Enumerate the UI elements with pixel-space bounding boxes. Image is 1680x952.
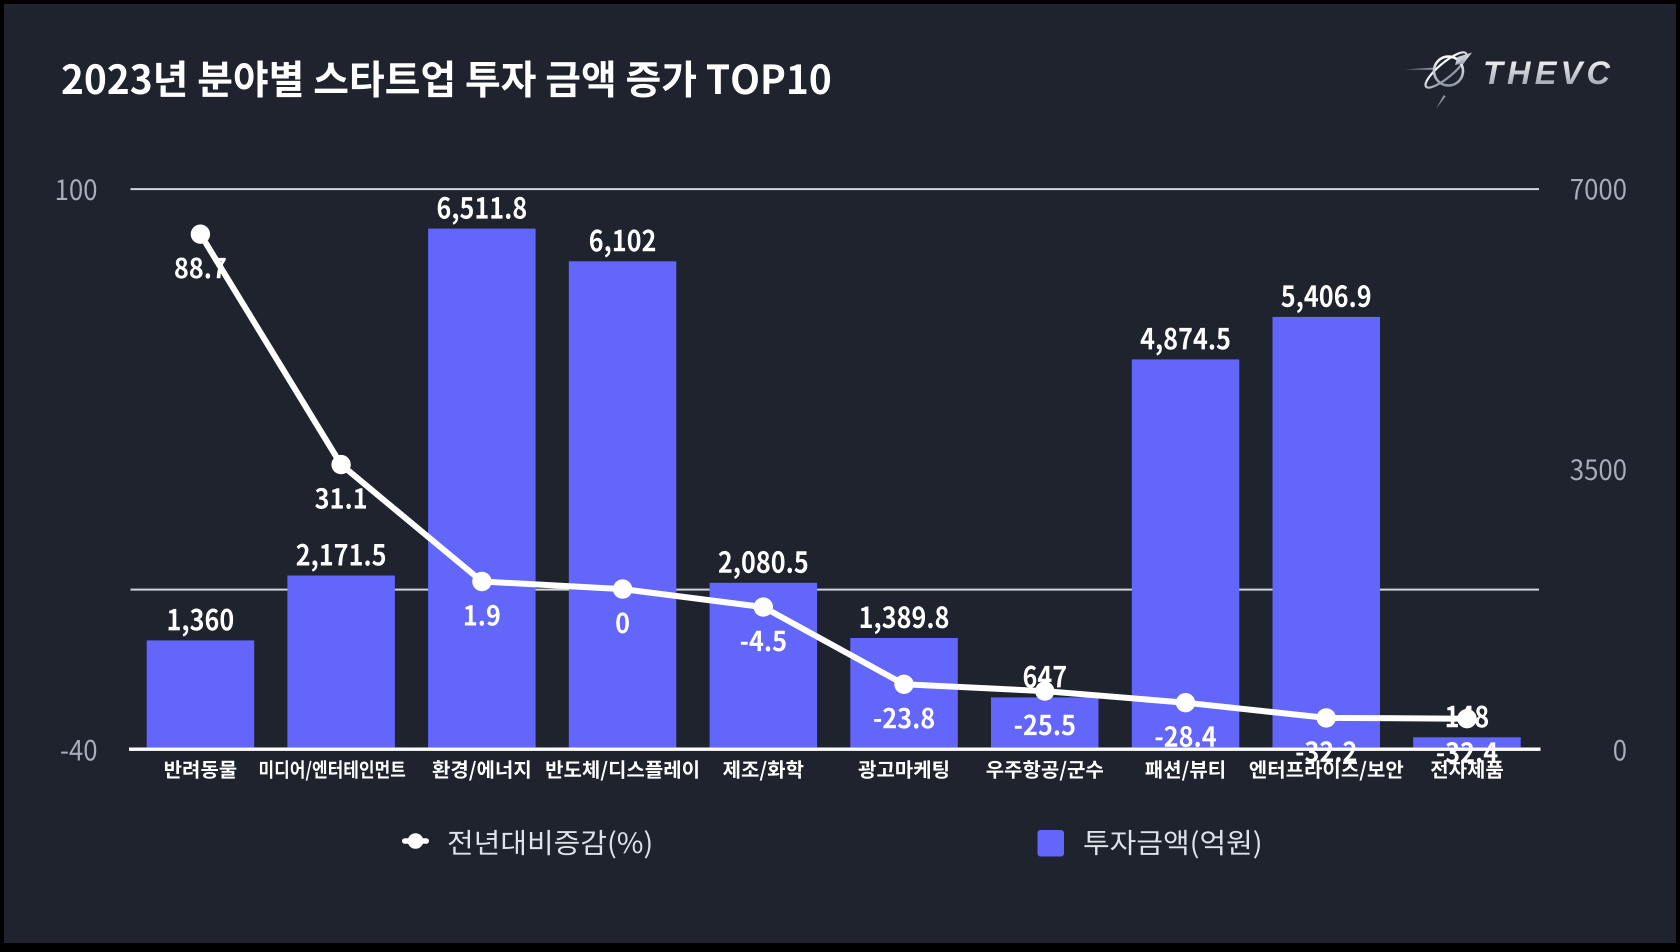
svg-text:THEVC: THEVC xyxy=(1483,55,1614,91)
